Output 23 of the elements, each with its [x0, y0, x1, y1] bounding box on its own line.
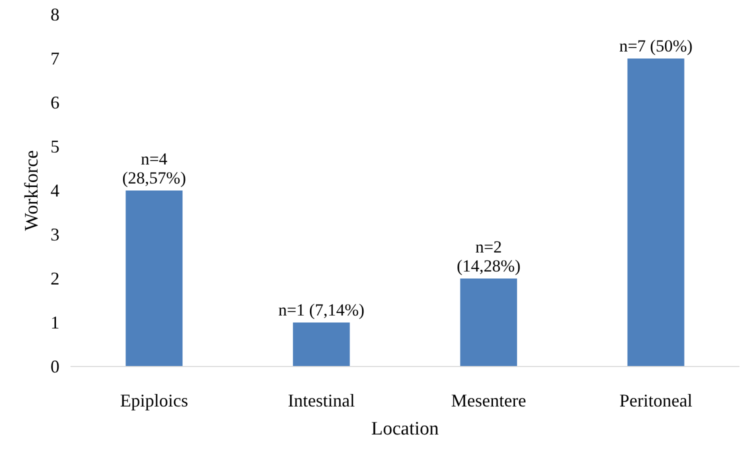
data-label: n=1 (7,14%) [278, 300, 364, 320]
x-axis-title: Location [371, 418, 440, 440]
bar [292, 322, 350, 366]
data-label: n=4 (28,57%) [122, 150, 186, 188]
data-label: n=7 (50%) [619, 36, 693, 56]
y-tick-label: 6 [50, 92, 60, 112]
bar [126, 190, 183, 366]
y-tick-label: 0 [50, 356, 60, 376]
y-tick-label: 4 [50, 180, 60, 200]
x-tick-label: Mesentere [451, 390, 526, 410]
y-tick-label: 5 [50, 136, 60, 156]
y-tick-label: 2 [50, 268, 60, 288]
data-label: n=2 (14,28%) [456, 238, 520, 276]
bar [627, 58, 684, 366]
bar [460, 278, 518, 366]
x-tick-label: Epiploics [120, 390, 188, 410]
y-tick-label: 3 [50, 224, 60, 244]
y-tick-label: 7 [50, 48, 60, 68]
x-tick-label: Intestinal [288, 390, 355, 410]
x-tick-label: Peritoneal [619, 390, 692, 410]
y-tick-label: 1 [50, 312, 60, 332]
y-tick-label: 8 [50, 4, 60, 24]
y-axis-title: Workforce [22, 150, 42, 231]
